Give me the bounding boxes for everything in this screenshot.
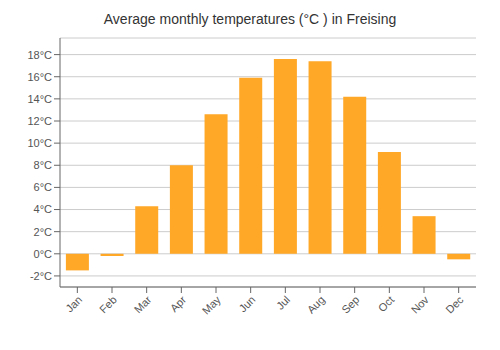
svg-text:14°C: 14°C xyxy=(27,93,52,105)
svg-text:0°C: 0°C xyxy=(34,248,53,260)
svg-text:Jun: Jun xyxy=(237,293,258,314)
svg-text:Apr: Apr xyxy=(168,293,189,314)
svg-text:6°C: 6°C xyxy=(34,181,53,193)
svg-text:16°C: 16°C xyxy=(27,71,52,83)
html-text:Average monthly temperatures (: Average monthly temperatures (°C ) in Fr… xyxy=(103,11,397,27)
svg-text:-2°C: -2°C xyxy=(30,270,52,282)
svg-text:Aug: Aug xyxy=(305,293,327,315)
svg-text:Jul: Jul xyxy=(274,293,292,311)
svg-text:2°C: 2°C xyxy=(34,226,53,238)
svg-text:Jan: Jan xyxy=(63,293,84,314)
svg-text:Nov: Nov xyxy=(409,293,432,316)
svg-text:18°C: 18°C xyxy=(27,49,52,61)
svg-text:Feb: Feb xyxy=(97,293,119,315)
svg-text:8°C: 8°C xyxy=(34,159,53,171)
svg-text:Oct: Oct xyxy=(376,293,397,314)
svg-text:10°C: 10°C xyxy=(27,137,52,149)
svg-text:Dec: Dec xyxy=(443,293,466,316)
svg-text:Mar: Mar xyxy=(132,293,154,315)
svg-text:Sep: Sep xyxy=(339,293,361,315)
svg-text:4°C: 4°C xyxy=(34,203,53,215)
svg-text:May: May xyxy=(200,293,224,317)
svg-text:12°C: 12°C xyxy=(27,115,52,127)
